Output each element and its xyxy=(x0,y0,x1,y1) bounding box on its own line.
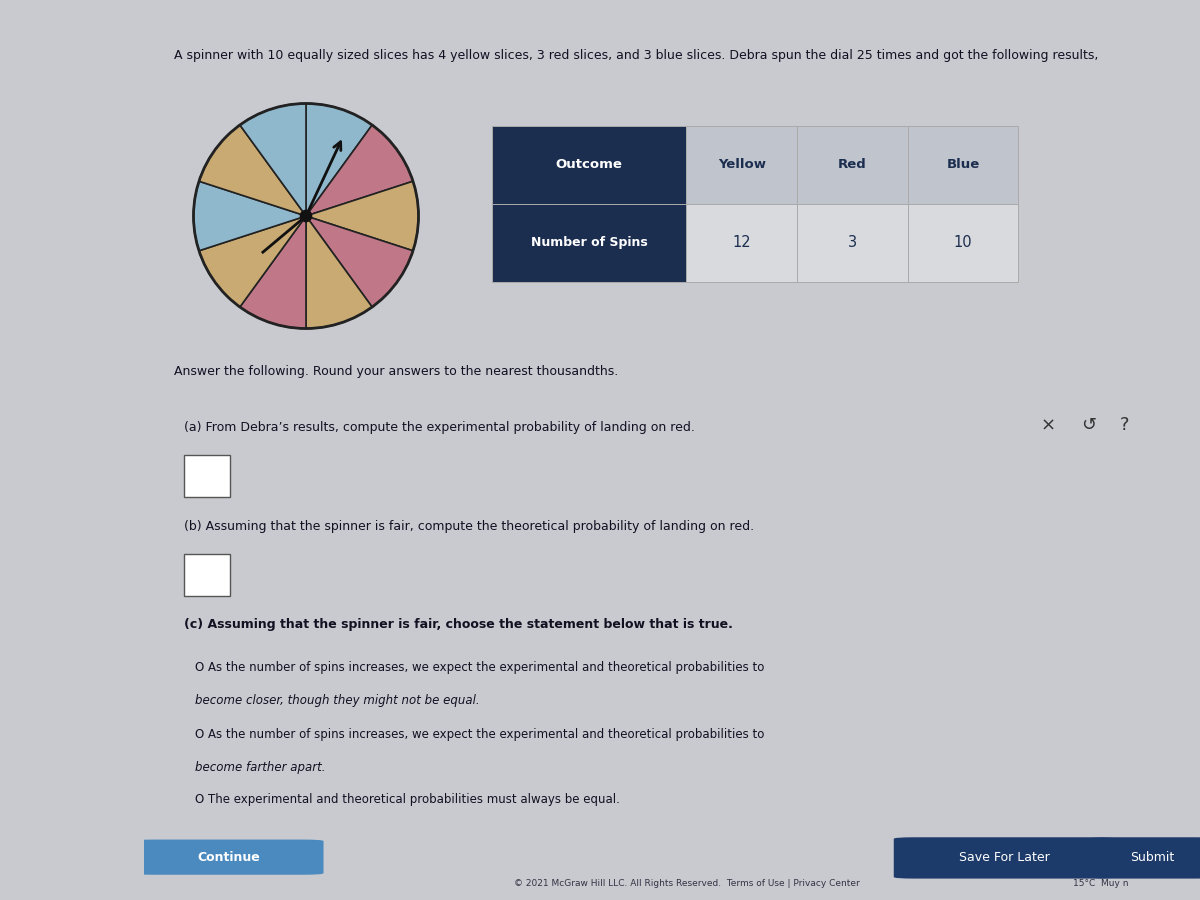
Bar xyxy=(908,203,1019,282)
Bar xyxy=(797,126,907,203)
Text: 15°C  Muy n: 15°C Muy n xyxy=(1073,878,1129,887)
Bar xyxy=(184,455,230,497)
Wedge shape xyxy=(306,104,372,216)
Text: Continue: Continue xyxy=(197,850,260,864)
Bar xyxy=(184,554,230,596)
Wedge shape xyxy=(306,125,413,216)
Text: Submit: Submit xyxy=(1130,850,1175,864)
Wedge shape xyxy=(306,181,419,251)
Text: 3: 3 xyxy=(848,235,857,250)
Wedge shape xyxy=(240,104,306,216)
Text: (b) Assuming that the spinner is fair, compute the theoretical probability of la: (b) Assuming that the spinner is fair, c… xyxy=(184,520,755,534)
Text: Blue: Blue xyxy=(947,158,979,171)
Wedge shape xyxy=(306,216,372,328)
Text: ?: ? xyxy=(1120,416,1129,435)
Bar xyxy=(908,126,1019,203)
Bar xyxy=(492,126,686,203)
Bar xyxy=(797,203,907,282)
Circle shape xyxy=(300,211,312,221)
Wedge shape xyxy=(306,216,413,307)
Text: (a) From Debra’s results, compute the experimental probability of landing on red: (a) From Debra’s results, compute the ex… xyxy=(184,421,695,435)
Text: Yellow: Yellow xyxy=(718,158,766,171)
Wedge shape xyxy=(240,216,306,328)
Text: become closer, though they might not be equal.: become closer, though they might not be … xyxy=(194,694,480,706)
Text: 10: 10 xyxy=(954,235,972,250)
FancyBboxPatch shape xyxy=(894,837,1116,878)
Bar xyxy=(686,126,797,203)
Text: O As the number of spins increases, we expect the experimental and theoretical p: O As the number of spins increases, we e… xyxy=(194,662,764,674)
Text: 12: 12 xyxy=(732,235,751,250)
Text: (c) Assuming that the spinner is fair, choose the statement below that is true.: (c) Assuming that the spinner is fair, c… xyxy=(184,618,733,631)
FancyBboxPatch shape xyxy=(1090,837,1200,878)
Text: become farther apart.: become farther apart. xyxy=(194,760,325,774)
Bar xyxy=(492,203,686,282)
Text: Save For Later: Save For Later xyxy=(959,850,1050,864)
Text: ×: × xyxy=(1040,416,1055,435)
Text: Number of Spins: Number of Spins xyxy=(530,236,648,249)
Wedge shape xyxy=(193,181,306,251)
Text: Red: Red xyxy=(838,158,866,171)
Text: O The experimental and theoretical probabilities must always be equal.: O The experimental and theoretical proba… xyxy=(194,793,620,806)
Text: Outcome: Outcome xyxy=(556,158,623,171)
Wedge shape xyxy=(199,125,306,216)
Text: ↺: ↺ xyxy=(1081,416,1096,435)
FancyBboxPatch shape xyxy=(133,840,324,875)
Bar xyxy=(686,203,797,282)
Text: Answer the following. Round your answers to the nearest thousandths.: Answer the following. Round your answers… xyxy=(174,364,618,377)
Wedge shape xyxy=(199,216,306,307)
Text: A spinner with 10 equally sized slices has 4 yellow slices, 3 red slices, and 3 : A spinner with 10 equally sized slices h… xyxy=(174,50,1098,62)
Text: O As the number of spins increases, we expect the experimental and theoretical p: O As the number of spins increases, we e… xyxy=(194,728,764,742)
Text: © 2021 McGraw Hill LLC. All Rights Reserved.  Terms of Use | Privacy Center: © 2021 McGraw Hill LLC. All Rights Reser… xyxy=(514,878,859,887)
